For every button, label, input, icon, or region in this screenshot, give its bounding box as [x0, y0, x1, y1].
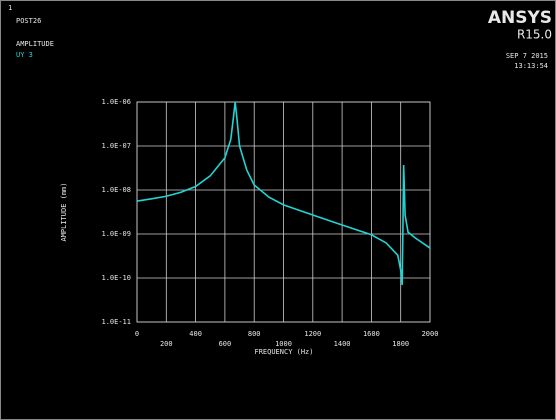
plot-frame — [136, 101, 431, 323]
x-tick-label: 800 — [248, 330, 261, 338]
x-tick-label: 1000 — [275, 340, 292, 348]
x-tick-label: 2000 — [422, 330, 439, 338]
brand: ANSYS — [488, 8, 552, 28]
x-tick-label: 0 — [135, 330, 139, 338]
header-line: UY 3 — [16, 51, 33, 59]
x-tick-label: 1400 — [334, 340, 351, 348]
header-line: AMPLITUDE — [16, 40, 54, 48]
x-tick-label: 1600 — [363, 330, 380, 338]
y-tick-label: 1.0E-11 — [101, 318, 131, 326]
x-tick-label: 600 — [219, 340, 232, 348]
y-tick-label: 1.0E-06 — [101, 98, 131, 106]
y-tick-label: 1.0E-07 — [101, 142, 131, 150]
window-number: 1 — [8, 4, 12, 12]
data-line — [137, 102, 430, 286]
x-tick-label: 1200 — [304, 330, 321, 338]
y-tick-label: 1.0E-10 — [101, 274, 131, 282]
x-tick-label: 200 — [160, 340, 173, 348]
time: 13:13:54 — [514, 62, 548, 70]
x-tick-label: 400 — [189, 330, 202, 338]
y-tick-label: 1.0E-09 — [101, 230, 131, 238]
y-tick-label: 1.0E-08 — [101, 186, 131, 194]
header-line: POST26 — [16, 17, 41, 25]
y-axis-label: AMPLITUDE (mm) — [60, 182, 68, 241]
version: R15.0 — [517, 28, 552, 42]
x-tick-label: 1800 — [392, 340, 409, 348]
x-axis-label: FREQUENCY (Hz) — [254, 348, 313, 356]
date: SEP 7 2015 — [506, 52, 548, 60]
